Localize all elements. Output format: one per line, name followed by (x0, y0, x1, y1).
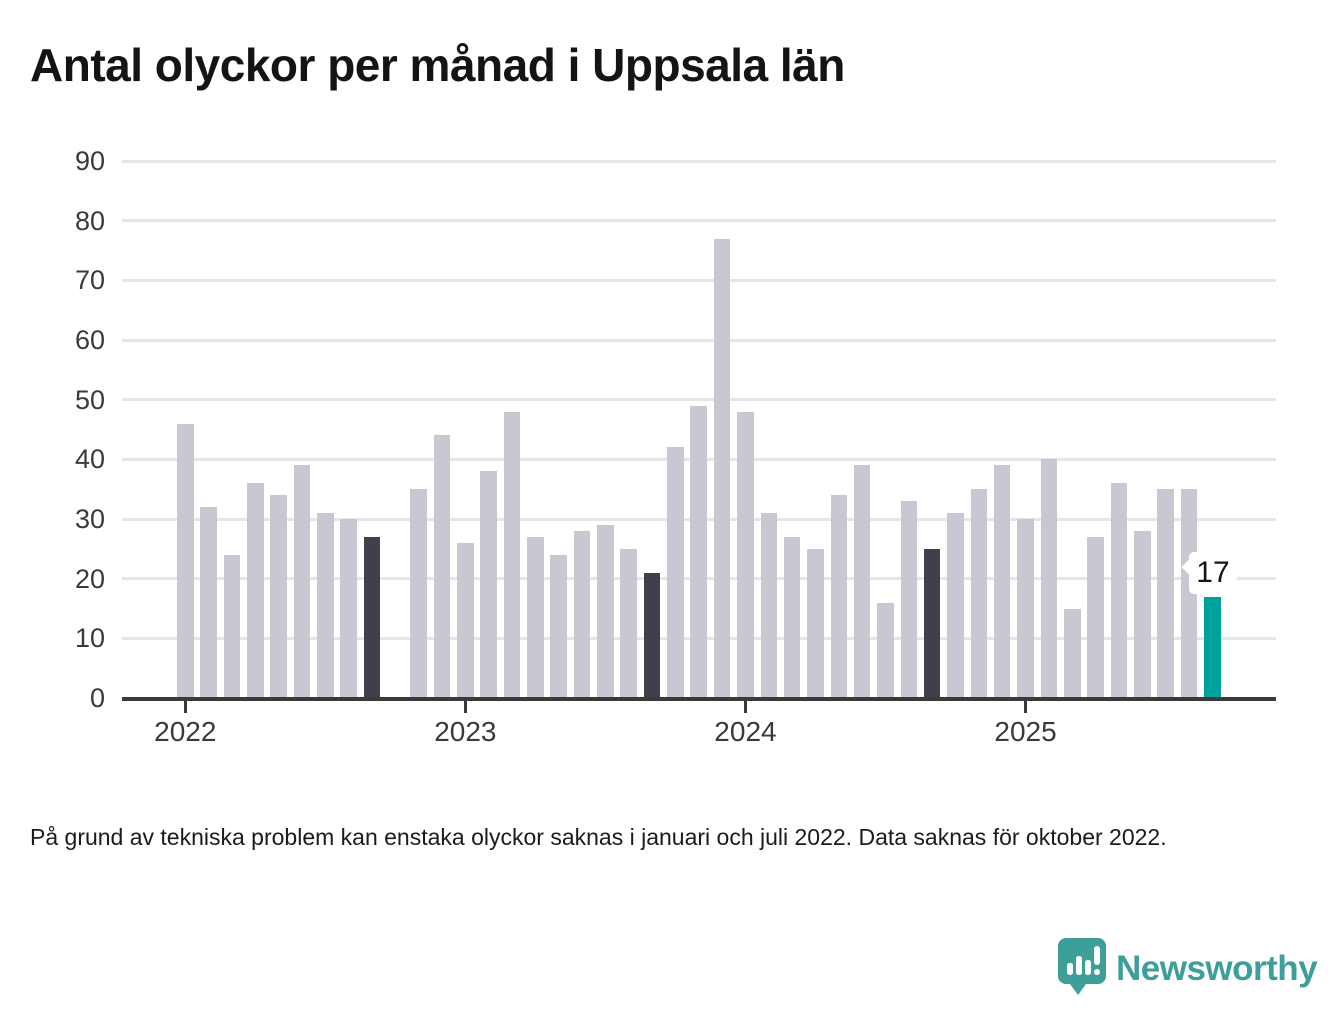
bar-2022-07 (317, 513, 334, 698)
bar-2025-04 (1087, 536, 1104, 698)
x-tick-label-2025: 2025 (994, 716, 1057, 747)
bar-2023-08 (620, 548, 638, 698)
bar-2025-02 (1040, 459, 1058, 698)
x-tick-2025 (1024, 701, 1028, 713)
bar-2023-04 (527, 536, 544, 698)
bar-2024-10 (947, 513, 964, 698)
bar-2025-03 (1063, 608, 1081, 698)
x-tick-2023 (463, 701, 467, 713)
bar-2024-07 (877, 602, 894, 698)
y-tick-label-90: 90 (74, 146, 105, 176)
bar-2022-12 (433, 435, 451, 698)
gridline-y-70 (122, 278, 1276, 282)
x-tick-label-2024: 2024 (714, 716, 777, 747)
newsworthy-wordmark: Newsworthy (1116, 948, 1318, 988)
newsworthy-logo: Newsworthy (1056, 936, 1318, 1001)
bar-2024-12 (993, 465, 1011, 698)
x-tick-2022 (183, 701, 187, 713)
bar-2022-04 (247, 483, 264, 698)
bar-2022-05 (270, 495, 287, 698)
bar-2023-12 (713, 238, 731, 698)
y-tick-label-60: 60 (74, 325, 105, 355)
gridline-y-90 (122, 159, 1276, 163)
footnote-text: På grund av tekniska problem kan enstaka… (30, 824, 1167, 850)
bar-2024-09 (923, 548, 941, 698)
x-tick-label-2023: 2023 (434, 716, 497, 747)
bar-2025-06 (1133, 530, 1151, 698)
bar-2024-04 (807, 548, 824, 698)
y-tick-label-70: 70 (74, 265, 105, 296)
bar-2023-01 (457, 542, 474, 698)
y-tick-label-50: 50 (74, 384, 105, 415)
y-tick-label-80: 80 (74, 205, 105, 236)
bar-2024-11 (970, 489, 988, 698)
bar-2023-05 (550, 554, 568, 698)
bar-2022-11 (410, 489, 427, 698)
bar-2025-05 (1110, 483, 1128, 698)
bar-2022-09 (363, 536, 381, 698)
bar-2025-01 (1017, 519, 1034, 698)
bar-2023-09 (643, 572, 661, 698)
newsworthy-bubble-bar-chart-icon (1056, 936, 1108, 1001)
bar-2024-01 (737, 411, 754, 698)
bar-2023-10 (667, 447, 684, 698)
bar-2023-03 (503, 411, 521, 698)
gridline-y-80 (122, 219, 1276, 223)
bar-2024-06 (853, 465, 871, 698)
chart-title: Antal olyckor per månad i Uppsala län (30, 39, 845, 91)
bar-2024-02 (760, 513, 778, 698)
bar-2022-03 (223, 554, 241, 698)
x-tick-label-2022: 2022 (154, 716, 217, 747)
bar-2024-08 (900, 501, 918, 698)
bar-2023-11 (690, 405, 708, 698)
bar-2023-06 (573, 530, 591, 698)
gridline-y-60 (122, 338, 1276, 342)
y-tick-label-40: 40 (74, 444, 105, 475)
bar-2022-08 (340, 519, 357, 698)
x-axis-line (122, 697, 1276, 701)
bar-2022-06 (293, 465, 311, 698)
gridline-y-50 (122, 398, 1276, 402)
y-tick-label-20: 20 (74, 563, 105, 594)
x-tick-2024 (743, 701, 747, 713)
bar-2022-02 (200, 507, 217, 698)
bar-2024-05 (830, 495, 848, 698)
bar-2025-07 (1157, 489, 1174, 698)
y-tick-label-10: 10 (74, 623, 105, 654)
bar-2024-03 (783, 536, 801, 698)
bar-2025-08 (1180, 489, 1198, 698)
y-tick-label-30: 30 (74, 504, 105, 534)
bar-2023-02 (480, 471, 497, 698)
bar-2022-01 (177, 423, 194, 698)
bar-2025-09 (1203, 596, 1221, 698)
bar-2023-07 (597, 524, 614, 698)
current-value-label: 17 (1188, 551, 1237, 594)
y-tick-label-0: 0 (89, 683, 105, 713)
